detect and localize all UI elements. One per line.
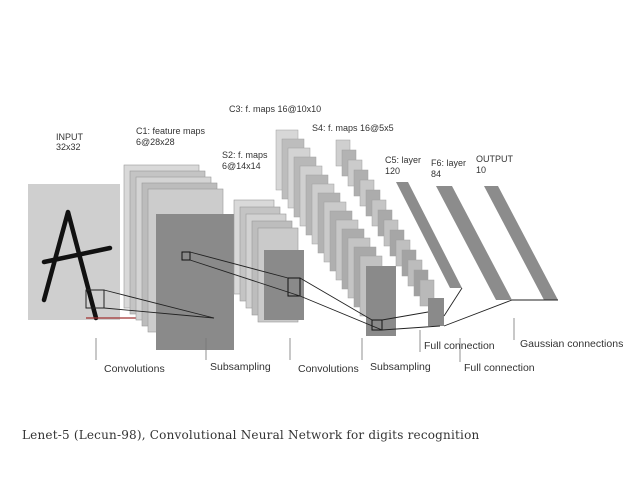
op-convolutions-1: Convolutions bbox=[104, 363, 165, 375]
s2-feature-maps bbox=[233, 199, 304, 323]
c5-band bbox=[396, 182, 462, 288]
c3-front-map bbox=[366, 266, 396, 336]
output-band bbox=[484, 186, 558, 300]
s4-label: S4: f. maps 16@5x5 bbox=[312, 123, 394, 133]
s4-feature-maps bbox=[335, 139, 444, 326]
figure-caption: Lenet-5 (Lecun-98), Convolutional Neural… bbox=[22, 428, 480, 442]
c3-unit bbox=[371, 319, 383, 331]
op-full-connection-1: Full connection bbox=[424, 340, 495, 352]
s2-unit bbox=[287, 277, 301, 297]
op-subsampling-2: Subsampling bbox=[370, 361, 431, 373]
f6-label: F6: layer bbox=[431, 158, 466, 168]
output-size-label: 10 bbox=[476, 165, 486, 175]
c1-feature-maps bbox=[123, 164, 234, 350]
op-gaussian-connections: Gaussian connections bbox=[520, 338, 623, 350]
c1-size-label: 6@28x28 bbox=[136, 137, 175, 147]
f6-size-label: 84 bbox=[431, 169, 441, 179]
c1-label: C1: feature maps bbox=[136, 126, 206, 136]
s4-front-map bbox=[428, 298, 444, 326]
input-letter-a bbox=[41, 209, 113, 321]
input-receptive-field bbox=[85, 289, 105, 309]
c5-size-label: 120 bbox=[385, 166, 400, 176]
s2-front-map bbox=[264, 250, 304, 320]
s2-size-label: 6@14x14 bbox=[222, 161, 261, 171]
c1-front-map bbox=[156, 214, 234, 350]
input-layer bbox=[28, 184, 150, 321]
output-label: OUTPUT bbox=[476, 154, 514, 164]
op-convolutions-2: Convolutions bbox=[298, 363, 359, 375]
connection-lines bbox=[103, 251, 558, 331]
fully-connected-layers bbox=[396, 182, 558, 300]
c3-feature-maps bbox=[275, 129, 396, 336]
op-full-connection-2: Full connection bbox=[464, 362, 535, 374]
input-label: INPUT bbox=[56, 132, 84, 142]
op-subsampling-1: Subsampling bbox=[210, 361, 271, 373]
operation-dividers bbox=[95, 318, 515, 362]
s2-label: S2: f. maps bbox=[222, 150, 268, 160]
input-size-label: 32x32 bbox=[56, 142, 81, 152]
c1-unit bbox=[181, 251, 191, 261]
c3-label: C3: f. maps 16@10x10 bbox=[229, 104, 321, 114]
f6-band bbox=[436, 186, 512, 300]
c5-label: C5: layer bbox=[385, 155, 421, 165]
